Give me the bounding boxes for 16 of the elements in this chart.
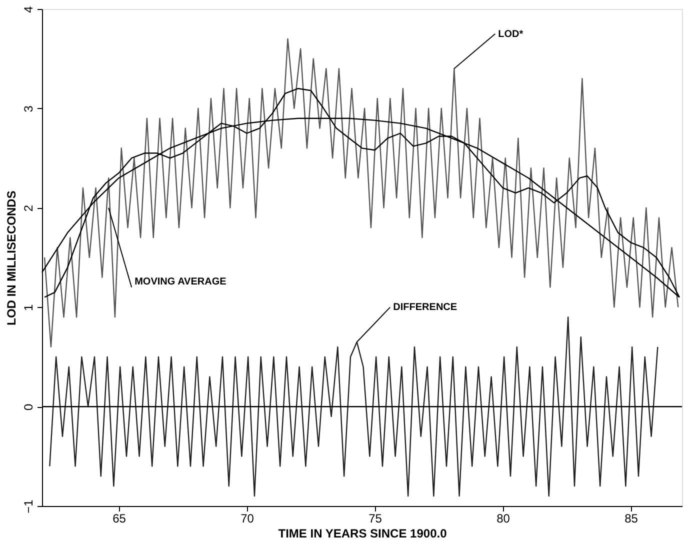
y-tick-label: 3 [22,105,36,112]
x-axis-title: TIME IN YEARS SINCE 1900.0 [278,526,448,540]
y-tick-label: 0 [22,403,36,410]
y-tick-label: 2 [22,204,36,212]
y-tick-label: −1 [22,499,36,514]
y-tick-label: 4 [22,6,36,13]
annotation: LOD* [498,28,524,40]
annotation: MOVING AVERAGE [134,276,227,288]
annotation: DIFFERENCE [393,302,458,314]
x-tick-label: 85 [624,512,638,526]
x-tick-label: 75 [368,512,382,526]
x-tick-label: 65 [112,512,126,526]
y-axis-title: LOD IN MILLISECONDS [4,190,18,326]
x-tick-label: 80 [496,512,510,526]
x-tick-label: 70 [240,512,254,526]
y-tick-label: 1 [22,304,36,312]
